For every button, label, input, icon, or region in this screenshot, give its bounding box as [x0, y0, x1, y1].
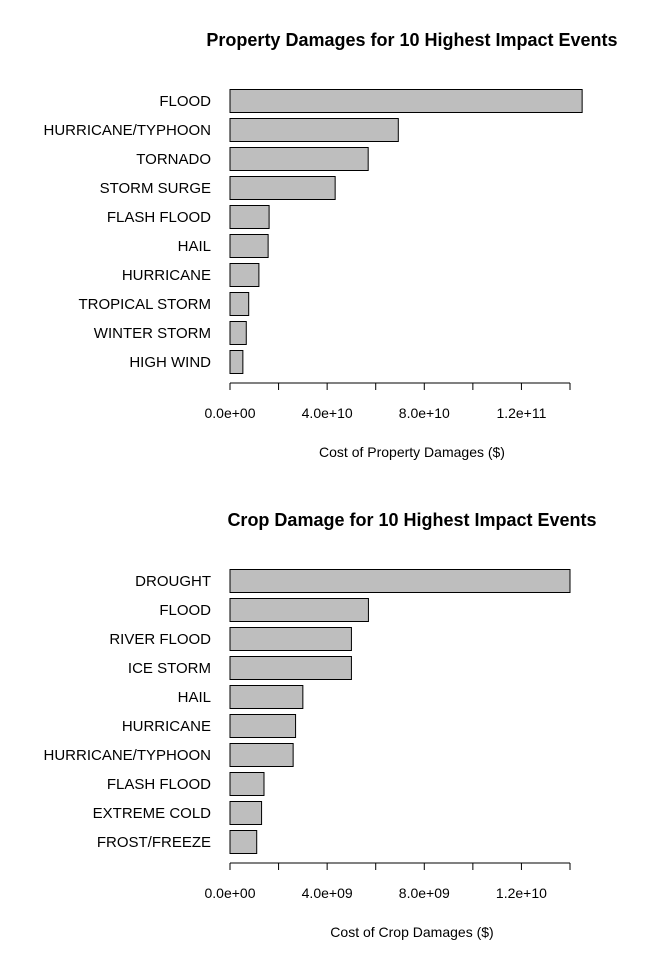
x-tick-label: 8.0e+09: [399, 885, 450, 901]
category-label: HURRICANE: [122, 267, 211, 284]
bar: [229, 743, 294, 767]
category-labels: DROUGHT FLOOD RIVER FLOOD ICE STORM HAIL HURR…: [43, 573, 211, 851]
category-label: TORNADO: [136, 151, 211, 168]
bar: [229, 830, 258, 854]
category-label: FLASH FLOOD: [107, 209, 211, 226]
x-tick-label: 0.0e+00: [205, 885, 256, 901]
bar: [229, 321, 247, 345]
bar: [229, 685, 304, 709]
category-label: WINTER STORM: [94, 325, 211, 342]
bar: [229, 118, 399, 142]
bar: [229, 656, 352, 680]
category-label: RIVER FLOOD: [109, 631, 211, 648]
bars: [229, 569, 571, 854]
bar: [229, 234, 269, 258]
x-axis: 0.0e+00 4.0e+10 8.0e+10 1.2e+11: [205, 382, 571, 421]
category-label: HAIL: [178, 238, 211, 255]
bar: [229, 147, 369, 171]
x-tick-label: 8.0e+10: [399, 405, 450, 421]
bar: [229, 569, 571, 593]
x-tick-label: 1.2e+10: [496, 885, 547, 901]
category-label: DROUGHT: [135, 573, 211, 590]
category-label: HURRICANE/TYPHOON: [43, 122, 211, 139]
x-tick-label: 1.2e+11: [496, 405, 546, 421]
x-tick-label: 4.0e+09: [302, 885, 353, 901]
category-labels: FLOOD HURRICANE/TYPHOON TORNADO STORM SURGE…: [43, 93, 211, 371]
bar: [229, 714, 297, 738]
bar: [229, 801, 263, 825]
chart-title: Crop Damage for 10 Highest Impact Events: [227, 510, 596, 530]
x-axis-title: Cost of Property Damages ($): [319, 444, 505, 460]
category-label: TROPICAL STORM: [78, 296, 211, 313]
bar: [229, 627, 352, 651]
bars: [229, 89, 583, 374]
x-tick-label: 0.0e+00: [205, 405, 256, 421]
bar: [229, 598, 369, 622]
category-label: FLOOD: [159, 602, 211, 619]
x-axis: 0.0e+00 4.0e+09 8.0e+09 1.2e+10: [205, 862, 571, 901]
property-damage-chart: Property Damages for 10 Highest Impact E…: [43, 30, 617, 460]
x-axis-title: Cost of Crop Damages ($): [330, 924, 493, 940]
bar: [229, 89, 583, 113]
category-label: HURRICANE: [122, 718, 211, 735]
category-label: HURRICANE/TYPHOON: [43, 747, 211, 764]
category-label: HIGH WIND: [129, 354, 211, 371]
category-label: FLOOD: [159, 93, 211, 110]
bar: [229, 292, 250, 316]
category-label: HAIL: [178, 689, 211, 706]
bar: [229, 350, 244, 374]
category-label: STORM SURGE: [100, 180, 211, 197]
bar: [229, 205, 270, 229]
category-label: EXTREME COLD: [93, 805, 212, 822]
crop-damage-chart: Crop Damage for 10 Highest Impact Events…: [43, 510, 596, 940]
bar: [229, 263, 260, 287]
bar: [229, 772, 265, 796]
x-tick-label: 4.0e+10: [302, 405, 353, 421]
chart-title: Property Damages for 10 Highest Impact E…: [206, 30, 617, 50]
bar: [229, 176, 336, 200]
category-label: FLASH FLOOD: [107, 776, 211, 793]
category-label: FROST/FREEZE: [97, 834, 211, 851]
category-label: ICE STORM: [128, 660, 211, 677]
